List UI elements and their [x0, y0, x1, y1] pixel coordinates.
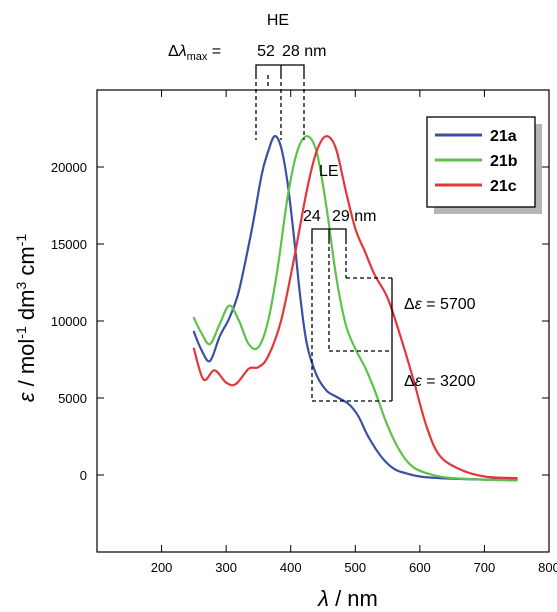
y-axis-symbol: ε — [14, 392, 39, 402]
delta-epsilon-1-value: = 5700 — [422, 296, 476, 313]
y-axis-title: ε / mol-1 dm3 cm-1 — [13, 234, 39, 403]
y-axis-unit-1: / mol — [14, 339, 39, 393]
legend-label-21c: 21c — [490, 178, 517, 195]
he-bracket — [255, 64, 305, 75]
y-tick-label: 5000 — [58, 391, 87, 406]
x-tick-label: 300 — [215, 560, 237, 575]
legend-box — [426, 116, 536, 208]
series-line-21c — [192, 135, 518, 480]
legend-label-21b: 21b — [490, 153, 518, 170]
delta-epsilon-2: Δε = 3200 — [404, 373, 476, 390]
le-shift-2: 29 nm — [332, 208, 376, 225]
delta-lambda-delta: Δ — [168, 43, 179, 60]
y-axis-sup-2: 3 — [13, 282, 29, 290]
series-layer — [192, 135, 518, 482]
y-tick-label: 10000 — [51, 314, 87, 329]
x-tick-label: 400 — [280, 560, 302, 575]
x-tick-label: 500 — [344, 560, 366, 575]
legend: 21a 21b 21c — [426, 116, 542, 214]
he-dashed-lines — [255, 75, 305, 140]
delta-epsilon-2-value: = 3200 — [422, 373, 476, 390]
x-tick-label: 800 — [538, 560, 557, 575]
delta-epsilon-1-symbol: ε — [415, 296, 423, 313]
he-shift-2: 28 nm — [282, 43, 326, 60]
he-annotation: HE Δλmax = 52 28 nm — [168, 12, 326, 140]
delta-lambda-label: Δλmax = — [168, 43, 221, 63]
le-annotation: LE 24 29 nm — [303, 163, 376, 401]
y-tick-label: 20000 — [51, 160, 87, 175]
delta-lambda-eq: = — [207, 43, 221, 60]
series-line-21a — [192, 135, 518, 481]
legend-items: 21a 21b 21c — [435, 128, 518, 195]
le-shift-1: 24 — [303, 208, 321, 225]
delta-epsilon-annotation: Δε = 5700 Δε = 3200 — [312, 277, 476, 402]
x-axis-ticks: 200 300 400 500 600 700 800 — [151, 90, 557, 575]
delta-lambda-symbol: λ — [178, 43, 187, 60]
delta-epsilon-dashed — [312, 277, 392, 402]
y-axis-unit-2: dm — [14, 290, 39, 327]
y-tick-label: 15000 — [51, 237, 87, 252]
x-tick-label: 200 — [151, 560, 173, 575]
he-shift-1: 52 — [257, 43, 275, 60]
y-axis-unit-3: cm — [14, 246, 39, 281]
x-tick-label: 600 — [409, 560, 431, 575]
y-tick-label: 0 — [80, 468, 87, 483]
le-dashed-lines — [311, 240, 347, 401]
le-label: LE — [319, 163, 339, 180]
delta-epsilon-2-symbol: ε — [415, 373, 423, 390]
y-axis-sup-3: -1 — [13, 234, 29, 247]
delta-epsilon-1: Δε = 5700 — [404, 296, 476, 313]
le-bracket — [311, 228, 347, 240]
x-axis-title: λ / nm — [317, 586, 378, 611]
delta-epsilon-2-delta: Δ — [404, 373, 415, 390]
y-axis-sup-1: -1 — [13, 326, 29, 339]
delta-epsilon-1-delta: Δ — [404, 296, 415, 313]
x-axis-unit: / nm — [329, 586, 378, 611]
y-axis-ticks: 0 5000 10000 15000 20000 — [51, 160, 549, 483]
legend-label-21a: 21a — [490, 128, 517, 145]
x-axis-symbol: λ — [317, 586, 329, 611]
he-label: HE — [267, 12, 289, 29]
delta-lambda-sub: max — [187, 51, 208, 63]
x-tick-label: 700 — [474, 560, 496, 575]
